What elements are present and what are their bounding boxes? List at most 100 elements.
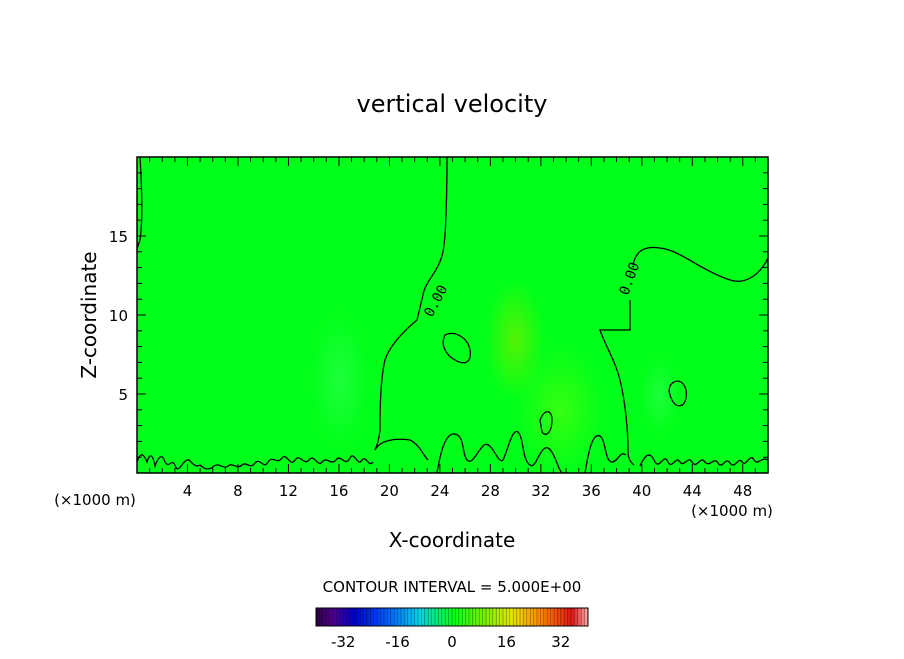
x-tick-label: 20 [380, 482, 399, 500]
colorbar-swatch [550, 608, 555, 626]
colorbar-labels: -32 -16 0 16 32 [331, 633, 570, 651]
y-tick-labels: 5 10 15 [109, 228, 128, 404]
x-tick-label: 24 [430, 482, 449, 500]
contour-line [632, 246, 768, 282]
colorbar-swatch [322, 608, 327, 626]
colorbar-swatch [435, 608, 439, 626]
velocity-field [137, 157, 768, 473]
x-tick-label: 40 [632, 482, 651, 500]
colorbar-swatch [523, 608, 528, 626]
colorbar-swatch [455, 608, 460, 626]
contour-line [639, 454, 768, 467]
colorbar-swatch [496, 608, 500, 626]
contour-line [436, 430, 563, 473]
colorbar-swatch [424, 608, 429, 626]
colorbar-swatch [431, 608, 436, 626]
contour-lines [137, 157, 768, 473]
colorbar-swatch [404, 608, 409, 626]
contour-line [668, 380, 688, 407]
colorbar-swatch [499, 608, 504, 626]
x-tick-label: 28 [481, 482, 500, 500]
plot-area [137, 157, 768, 473]
x-unit-label-right: (×1000 m) [691, 502, 773, 520]
colorbar-swatch [377, 608, 381, 626]
colorbar-swatch [329, 608, 334, 626]
contour-line [442, 332, 471, 364]
colorbar-swatch [350, 608, 354, 626]
contour-line [374, 438, 429, 461]
colorbar-swatch [418, 608, 422, 626]
colorbar-swatch [438, 608, 443, 626]
colorbar-swatch [356, 608, 361, 626]
velocity-field-region [515, 345, 605, 473]
colorbar-swatch [411, 608, 415, 626]
colorbar-tick-label: 0 [447, 633, 457, 651]
x-tick-label: 4 [183, 482, 193, 500]
colorbar-swatch [533, 608, 538, 626]
x-tick-label: 36 [582, 482, 601, 500]
colorbar-swatch [584, 608, 589, 626]
colorbar-swatch [479, 608, 483, 626]
colorbar-swatch [540, 608, 545, 626]
contour-interval-text: CONTOUR INTERVAL = 5.000E+00 [323, 578, 582, 596]
colorbar-swatch [482, 608, 487, 626]
colorbar-swatch [441, 608, 446, 626]
x-tick-label: 12 [279, 482, 298, 500]
colorbar-swatch [557, 608, 562, 626]
colorbar-swatch [472, 608, 477, 626]
x-unit-label-left: (×1000 m) [54, 491, 136, 509]
colorbar-swatch [394, 608, 398, 626]
colorbar-swatch [445, 608, 449, 626]
colorbar-swatch [397, 608, 402, 626]
colorbar-swatch [387, 608, 392, 626]
colorbar-swatch [509, 608, 514, 626]
contour-line [374, 157, 448, 451]
y-tick-label: 15 [109, 228, 128, 246]
colorbar-tick-label: -16 [385, 633, 410, 651]
chart-title: vertical velocity [357, 90, 548, 118]
colorbar-swatch [458, 608, 463, 626]
contour-line [584, 435, 627, 473]
colorbar-frame [315, 607, 589, 627]
colorbar-swatch [421, 608, 426, 626]
colorbar-swatch [520, 608, 524, 626]
colorbar-swatch [526, 608, 531, 626]
colorbar-swatch [384, 608, 388, 626]
velocity-field-region [640, 355, 680, 435]
colorbar-swatch [401, 608, 405, 626]
colorbar-swatch [554, 608, 558, 626]
colorbar-swatch [516, 608, 521, 626]
colorbar-swatch [370, 608, 375, 626]
colorbar [315, 607, 589, 627]
colorbar-swatch [333, 608, 337, 626]
colorbar-swatch [530, 608, 534, 626]
colorbar-swatch [380, 608, 385, 626]
colorbar-swatch [564, 608, 568, 626]
y-tick-label: 10 [109, 307, 128, 325]
colorbar-swatch [503, 608, 507, 626]
colorbar-swatch [390, 608, 395, 626]
colorbar-swatch [343, 608, 347, 626]
colorbar-swatch [428, 608, 432, 626]
colorbar-swatch [486, 608, 490, 626]
velocity-field-region [310, 310, 370, 450]
colorbar-swatch [506, 608, 511, 626]
colorbar-swatch [581, 608, 585, 626]
y-axis-label: Z-coordinate [77, 251, 101, 378]
colorbar-swatch [465, 608, 470, 626]
colorbar-swatch [452, 608, 456, 626]
y-tick-label: 5 [118, 386, 128, 404]
colorbar-swatch [326, 608, 330, 626]
colorbar-swatch [363, 608, 368, 626]
x-tick-label: 32 [531, 482, 550, 500]
colorbar-tick-label: 32 [551, 633, 570, 651]
colorbar-swatch [571, 608, 575, 626]
colorbar-swatch [373, 608, 378, 626]
colorbar-swatch [316, 608, 320, 626]
colorbar-swatch [574, 608, 579, 626]
colorbar-swatch [475, 608, 480, 626]
colorbar-swatch [560, 608, 565, 626]
colorbar-swatch [537, 608, 541, 626]
colorbar-swatch [319, 608, 324, 626]
